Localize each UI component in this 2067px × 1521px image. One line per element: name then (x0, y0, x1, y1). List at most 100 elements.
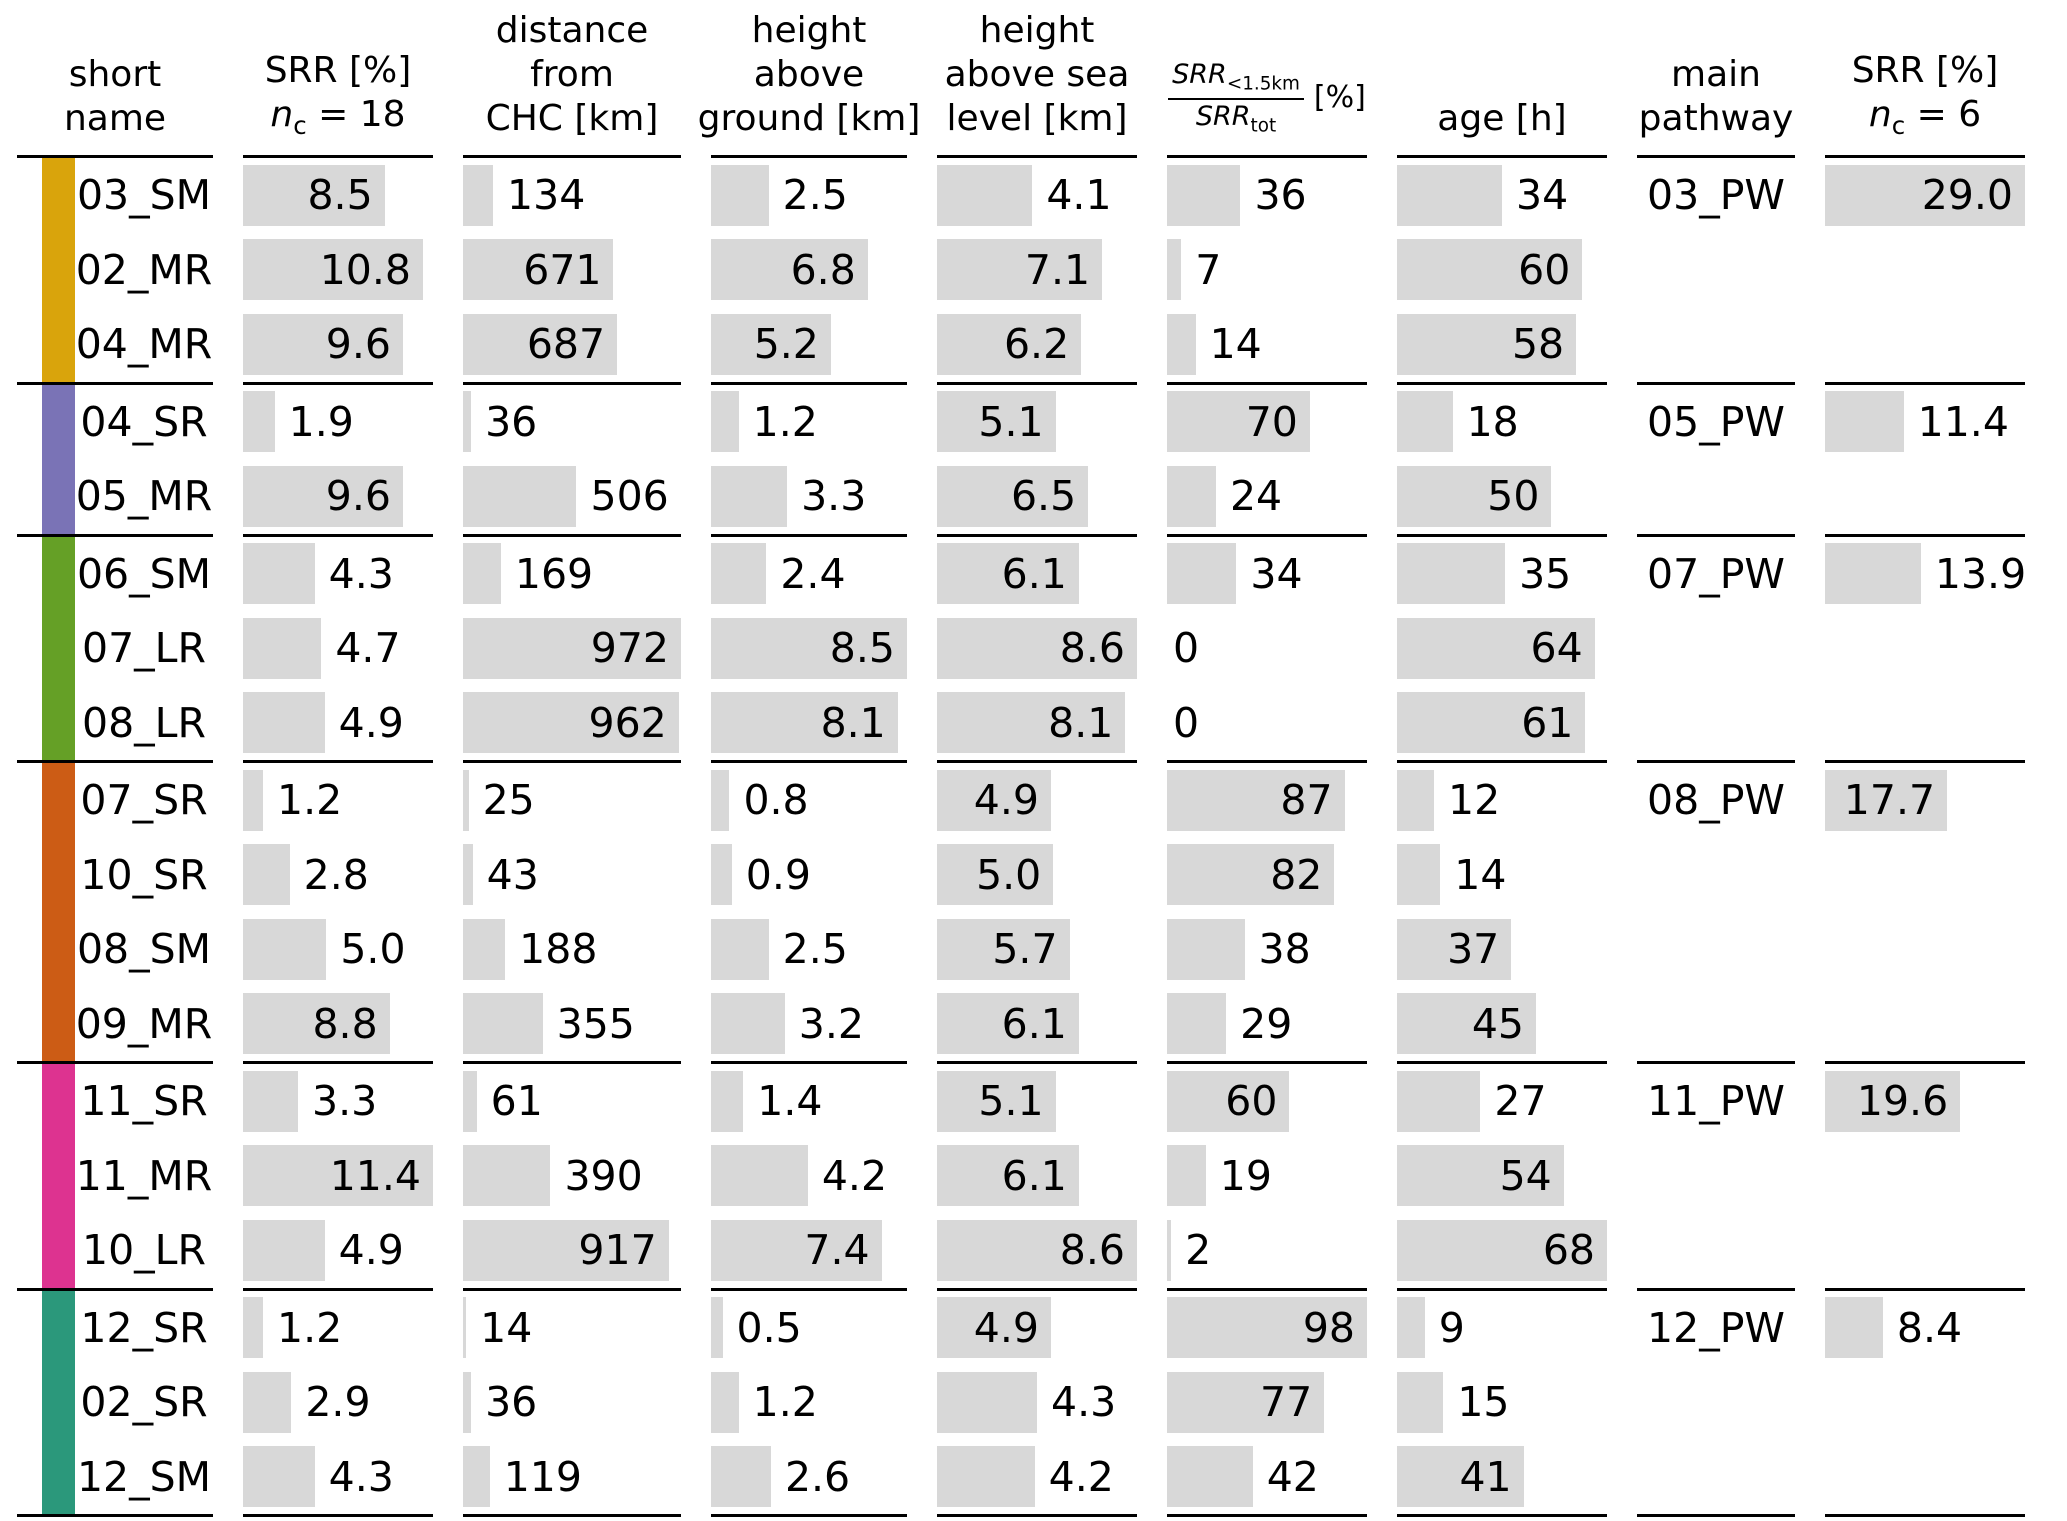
bar-column-height_above_ground: 0.8 0.9 2.5 3.2 (711, 763, 907, 1064)
height_above_ground-cell: 2.5 (711, 912, 907, 987)
header-line: level [km] (946, 98, 1128, 140)
bar-value: 61 (1521, 698, 1574, 747)
bar-value: 19 (1219, 1151, 1272, 1200)
bar-value: 5.0 (340, 925, 406, 974)
srr_ratio-cell: 38 (1167, 912, 1367, 987)
bar-column-height_above_sea_level: 6.1 8.6 8.1 (937, 537, 1137, 763)
bar-value: 27 (1494, 1077, 1547, 1126)
bar-column-age: 35 64 61 (1397, 537, 1607, 763)
value-bar (1397, 465, 1552, 527)
height_above_ground-cell: 5.2 (711, 307, 907, 382)
bar-value: 98 (1302, 1303, 1355, 1352)
age-cell: 45 (1397, 987, 1607, 1062)
value-bar (1167, 239, 1182, 300)
distance-cell: 169 (463, 537, 681, 612)
value-bar (711, 1446, 771, 1507)
bar-value: 17.7 (1843, 776, 1936, 825)
value-bar (463, 844, 473, 905)
height_above_ground-cell: 2.6 (711, 1440, 907, 1515)
bar-column-srr6: 13.9 (1825, 537, 2026, 763)
bar-value: 671 (523, 245, 602, 294)
age-cell: 9 (1397, 1291, 1607, 1366)
bar-value: 687 (526, 320, 606, 369)
bar-value: 2.6 (784, 1452, 851, 1501)
bar-value: 5.0 (976, 850, 1042, 899)
srr6-cell: 8.4 (1825, 1291, 2025, 1366)
srr_ratio-cell: 77 (1167, 1365, 1367, 1440)
bar-value: 87 (1280, 776, 1333, 825)
height_above_sea_level-cell: 4.9 (937, 763, 1137, 838)
bar-value: 119 (503, 1452, 582, 1501)
column-header-height-above-ground: height above ground [km] (698, 0, 920, 158)
bar-value: 962 (588, 698, 667, 747)
srr18-cell: 4.9 (243, 686, 433, 761)
main-pathway-label: 08_PW (1647, 776, 1785, 825)
column-header-height-above-sea-level: height above sea level [km] (937, 0, 1137, 158)
header-line: name (63, 98, 167, 140)
distance-cell: 36 (463, 385, 681, 460)
value-bar (1167, 769, 1345, 831)
bar-value: 60 (1225, 1077, 1278, 1126)
bar-column-age: 12 14 37 45 (1397, 763, 1607, 1064)
bar-value: 917 (578, 1226, 657, 1275)
value-bar (711, 465, 788, 527)
bar-value: 8.6 (1059, 624, 1125, 673)
value-bar (1167, 465, 1216, 527)
distance-cell: 43 (463, 838, 681, 913)
bar-value: 42 (1266, 1452, 1319, 1501)
bar-value: 4.3 (328, 1452, 394, 1501)
value-bar (711, 239, 868, 300)
srr6-cell: 11.4 (1825, 385, 2025, 460)
value-bar (1167, 543, 1237, 604)
height_above_sea_level-cell: 5.7 (937, 912, 1137, 987)
bar-value: 4.9 (338, 1226, 404, 1275)
group-row-labels: 03_SM 02_MR 04_MR (17, 158, 213, 385)
bar-value: 82 (1270, 850, 1323, 899)
height_above_ground-cell: 2.5 (711, 158, 907, 233)
row-label: 08_SM (76, 925, 212, 974)
value-bar (1167, 1371, 1325, 1433)
bar-value: 4.9 (338, 698, 404, 747)
bar-value: 29.0 (1921, 171, 2013, 220)
srr_ratio-cell: 34 (1167, 537, 1367, 612)
value-bar (711, 1070, 744, 1132)
value-bar (1167, 844, 1335, 905)
main-pathway-label: 12_PW (1647, 1303, 1785, 1352)
value-bar (711, 918, 769, 980)
distance-cell: 917 (463, 1213, 681, 1288)
age-cell: 54 (1397, 1139, 1607, 1214)
distance-cell: 506 (463, 459, 681, 534)
height_above_ground-cell: 8.5 (711, 611, 907, 686)
group-row-labels: 11_SR 11_MR 10_LR (17, 1064, 213, 1291)
bar-column-height_above_ground: 1.2 3.3 (711, 385, 907, 537)
height_above_sea_level-cell: 6.1 (937, 1139, 1137, 1214)
header-line: short (68, 54, 162, 96)
value-bar (711, 164, 769, 226)
value-bar (711, 692, 898, 753)
srr18-cell: 10.8 (243, 233, 433, 308)
value-bar (1825, 1297, 1883, 1358)
main-pathway-label: 05_PW (1647, 397, 1785, 446)
value-bar (937, 164, 1033, 226)
value-bar (711, 313, 831, 375)
height_above_sea_level-cell: 8.1 (937, 686, 1137, 761)
value-bar (711, 844, 732, 905)
bar-value: 2.5 (782, 925, 848, 974)
value-bar (937, 543, 1079, 604)
srr18-cell: 11.4 (243, 1139, 433, 1214)
group-color-strip (42, 763, 75, 1061)
height_above_sea_level-cell: 8.6 (937, 1213, 1137, 1288)
srr18-cell: 2.9 (243, 1365, 433, 1440)
age-cell: 61 (1397, 686, 1607, 761)
height_above_sea_level-cell: 7.1 (937, 233, 1137, 308)
bar-column-srr_ratio: 34 0 0 (1167, 537, 1367, 763)
bar-value: 355 (556, 999, 635, 1048)
bar-column-height_above_ground: 2.5 6.8 5.2 (711, 158, 907, 385)
srr18-cell: 8.8 (243, 987, 433, 1062)
height_above_ground-cell: 1.4 (711, 1064, 907, 1139)
group-color-strip (42, 158, 75, 382)
value-bar (711, 1219, 882, 1281)
bar-value: 70 (1245, 397, 1298, 446)
header-line: from (530, 54, 614, 96)
age-cell: 50 (1397, 459, 1607, 534)
